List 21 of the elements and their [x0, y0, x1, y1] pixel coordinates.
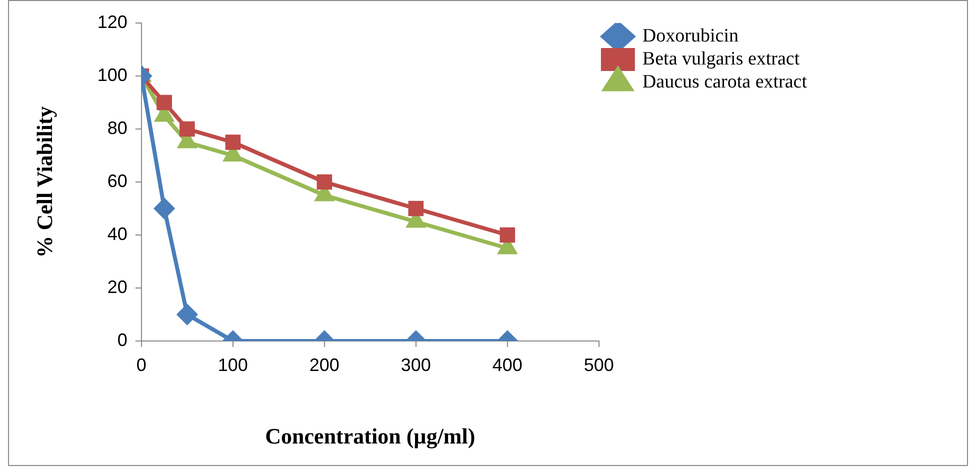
- y-tick-label: 80: [107, 118, 128, 138]
- legend-label: Doxorubicin: [642, 25, 739, 46]
- legend-label: Beta vulgaris extract: [642, 48, 800, 70]
- x-tick-label: 0: [136, 354, 146, 375]
- x-axis-title: Concentration (µg/ml): [265, 423, 476, 448]
- x-tick-label: 200: [309, 354, 340, 375]
- point: [156, 94, 172, 110]
- legend-label: Daucus carota extract: [642, 71, 808, 92]
- y-tick-label: 60: [107, 170, 128, 191]
- x-tick-label: 100: [218, 354, 248, 375]
- y-tick-label: 0: [117, 330, 128, 350]
- y-tick-label: 40: [107, 224, 128, 244]
- x-tick-label: 300: [400, 354, 431, 375]
- y-tick-label: 20: [107, 276, 128, 297]
- point: [225, 134, 241, 150]
- x-tick-label: 500: [584, 354, 614, 375]
- y-tick-label: 100: [97, 64, 128, 85]
- point: [180, 121, 195, 137]
- y-axis-title: % Cell Viability: [32, 106, 57, 258]
- x-tick-label: 400: [492, 354, 522, 375]
- y-tick-label: 120: [97, 12, 128, 32]
